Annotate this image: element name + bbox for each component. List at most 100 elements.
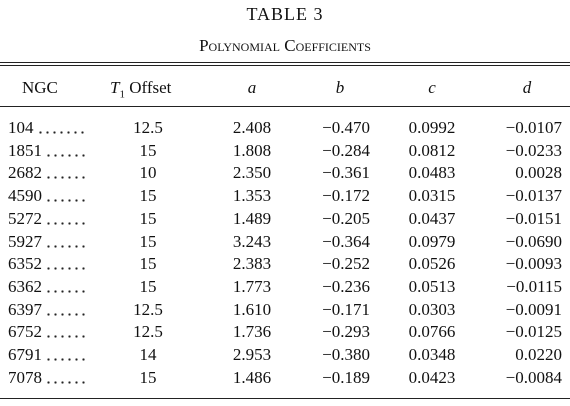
leader-dots [45,199,88,203]
cell-ngc: 5927 [8,231,42,251]
cell-ngc: 5272 [8,208,42,228]
cell-coef-c: 0.0992 [408,118,456,137]
cell-offset: 10 [139,163,157,183]
cell-coef-b: −0.380 [322,345,370,364]
cell-coef-d: −0.0115 [506,276,562,296]
cell-offset: 15 [139,367,157,387]
cell-ngc: 6752 [8,322,42,342]
cell-ngc: 6791 [8,345,42,364]
cell-coef-a: 1.610 [232,299,272,319]
cell-coef-a: 2.408 [232,118,272,137]
cell-coef-d: −0.0233 [505,140,562,160]
cell-coef-b: −0.205 [322,208,370,228]
top-rule [0,62,570,63]
header-offset-text: Offset [129,78,172,97]
cell-ngc: 7078 [8,367,42,387]
cell-offset: 15 [139,140,157,160]
leader-dots [45,358,88,361]
cell-coef-c: 0.0348 [408,345,456,364]
cell-coef-d: −0.0107 [505,118,562,137]
header-offset: T1 Offset [110,78,171,104]
cell-coef-b: −0.172 [322,186,370,206]
cell-coef-c: 0.0483 [408,163,456,183]
cell-coef-a: 1.353 [232,186,272,206]
cell-offset: 14 [139,345,157,364]
cell-ngc: 6352 [8,254,42,274]
cell-coef-a: 1.773 [232,276,272,296]
cell-coef-d: −0.0093 [505,254,562,274]
header-subscript: 1 [119,88,125,101]
leader-dots [45,380,88,384]
header-a: a [247,78,257,97]
cell-coef-a: 1.489 [232,208,272,228]
cell-offset: 15 [139,231,157,251]
header-rule [0,106,570,107]
cell-coef-c: 0.0303 [408,299,456,319]
header-symbol: T [110,78,120,97]
header-d: d [522,78,532,97]
cell-coef-b: −0.293 [322,322,370,342]
leader-dots [45,312,88,316]
cell-coef-d: 0.0028 [515,163,562,183]
cell-coef-b: −0.252 [322,254,370,274]
cell-coef-c: 0.0437 [408,208,456,228]
cell-ngc: 1851 [8,140,42,160]
cell-offset: 15 [139,186,157,206]
cell-offset: 12.5 [133,299,163,319]
cell-ngc: 6362 [8,276,42,296]
cell-coef-d: −0.0690 [505,231,562,251]
cell-coef-b: −0.171 [322,299,370,319]
cell-coef-c: 0.0526 [408,254,456,274]
top-rule-2 [0,65,570,66]
cell-coef-d: 0.0220 [515,345,562,364]
cell-coef-c: 0.0812 [408,140,456,160]
cell-coef-d: −0.0151 [505,208,562,228]
cell-coef-c: 0.0513 [408,276,456,296]
header-ngc: NGC [22,78,58,97]
leader-dots [45,244,88,248]
table-subtitle: Polynomial Coefficients [199,36,371,55]
leader-dots [45,267,88,271]
cell-coef-b: −0.284 [322,140,370,160]
leader-dots [45,153,88,157]
cell-ngc: 6397 [8,299,42,319]
cell-coef-b: −0.364 [322,231,370,251]
cell-ngc: 104 [8,118,34,137]
cell-coef-c: 0.0315 [408,186,456,206]
cell-coef-a: 2.350 [232,163,272,183]
cell-coef-d: −0.0091 [505,299,562,319]
leader-dots [45,176,88,180]
cell-coef-a: 2.383 [232,254,272,274]
cell-coef-b: −0.361 [322,163,370,183]
cell-ngc: 2682 [8,163,42,183]
cell-coef-b: −0.236 [322,276,370,296]
cell-coef-b: −0.189 [322,367,370,387]
cell-coef-b: −0.470 [322,118,370,137]
header-c: c [428,78,436,97]
cell-coef-c: 0.0423 [408,367,456,387]
cell-coef-a: 1.808 [232,140,272,160]
bottom-rule [0,398,570,399]
cell-offset: 15 [139,276,157,296]
cell-ngc: 4590 [8,186,42,206]
leader-dots [45,289,88,293]
cell-coef-d: −0.0084 [505,367,562,387]
cell-coef-a: 1.486 [232,367,272,387]
cell-coef-a: 3.243 [232,231,272,251]
cell-offset: 15 [139,254,157,274]
leader-dots [45,335,88,339]
table-title: TABLE 3 [246,4,324,24]
cell-coef-a: 2.953 [232,345,272,364]
leader-dots [45,221,88,225]
cell-coef-c: 0.0766 [408,322,456,342]
cell-coef-a: 1.736 [232,322,272,342]
cell-offset: 12.5 [133,118,163,137]
cell-coef-c: 0.0979 [408,231,456,251]
cell-offset: 15 [139,208,157,228]
cell-offset: 12.5 [133,322,163,342]
header-b: b [335,78,345,97]
leader-dots [37,131,88,134]
cell-coef-d: −0.0125 [505,322,562,342]
cell-coef-d: −0.0137 [505,186,562,206]
